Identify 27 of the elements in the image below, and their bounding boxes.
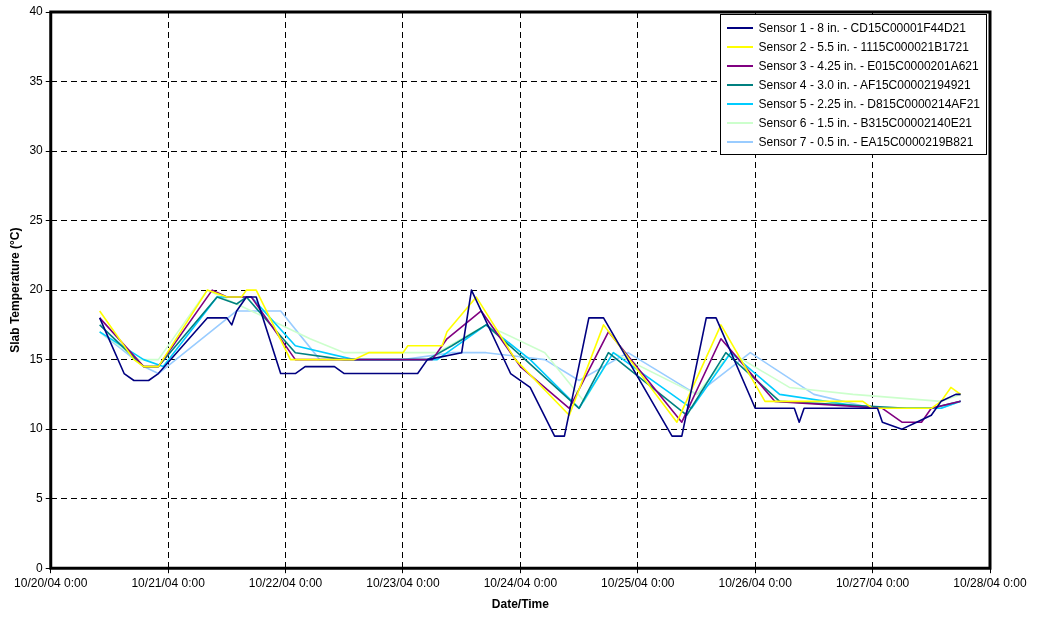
x-axis-title: Date/Time <box>491 597 550 612</box>
y-tick-label: 40 <box>29 4 44 19</box>
x-tick-label: 10/25/04 0:00 <box>601 575 675 590</box>
y-tick-label: 20 <box>29 282 44 297</box>
x-tick-label: 10/26/04 0:00 <box>718 575 793 590</box>
x-tick-label: 10/21/04 0:00 <box>131 575 206 590</box>
x-tick-label: 10/27/04 0:00 <box>835 575 910 590</box>
legend-label: Sensor 3 - 4.25 in. - E015C0000201A621 <box>758 58 979 73</box>
legend-label: Sensor 6 - 1.5 in. - B315C00002140E21 <box>758 115 972 130</box>
legend-label: Sensor 4 - 3.0 in. - AF15C00002194921 <box>758 77 971 92</box>
legend-label: Sensor 7 - 0.5 in. - EA15C0000219B821 <box>758 134 974 149</box>
x-tick-label: 10/28/04 0:00 <box>953 575 1028 590</box>
y-tick-label: 0 <box>36 560 44 575</box>
x-tick-label: 10/20/04 0:00 <box>14 575 88 590</box>
y-tick-label: 15 <box>29 351 44 366</box>
y-tick-label: 25 <box>29 212 44 227</box>
legend-label: Sensor 1 - 8 in. - CD15C00001F44D21 <box>758 20 966 35</box>
x-tick-label: 10/23/04 0:00 <box>366 575 440 590</box>
y-tick-label: 30 <box>29 143 44 158</box>
y-tick-label: 10 <box>29 421 44 436</box>
y-axis-title: Slab Temperature (°C) <box>7 227 22 353</box>
y-tick-label: 5 <box>36 490 44 505</box>
legend-label: Sensor 5 - 2.25 in. - D815C0000214AF21 <box>758 96 980 111</box>
x-tick-label: 10/22/04 0:00 <box>248 575 323 590</box>
y-tick-label: 35 <box>29 73 44 88</box>
legend-label: Sensor 2 - 5.5 in. - 1115C000021B1721 <box>758 39 969 54</box>
x-tick-label: 10/24/04 0:00 <box>483 575 558 590</box>
